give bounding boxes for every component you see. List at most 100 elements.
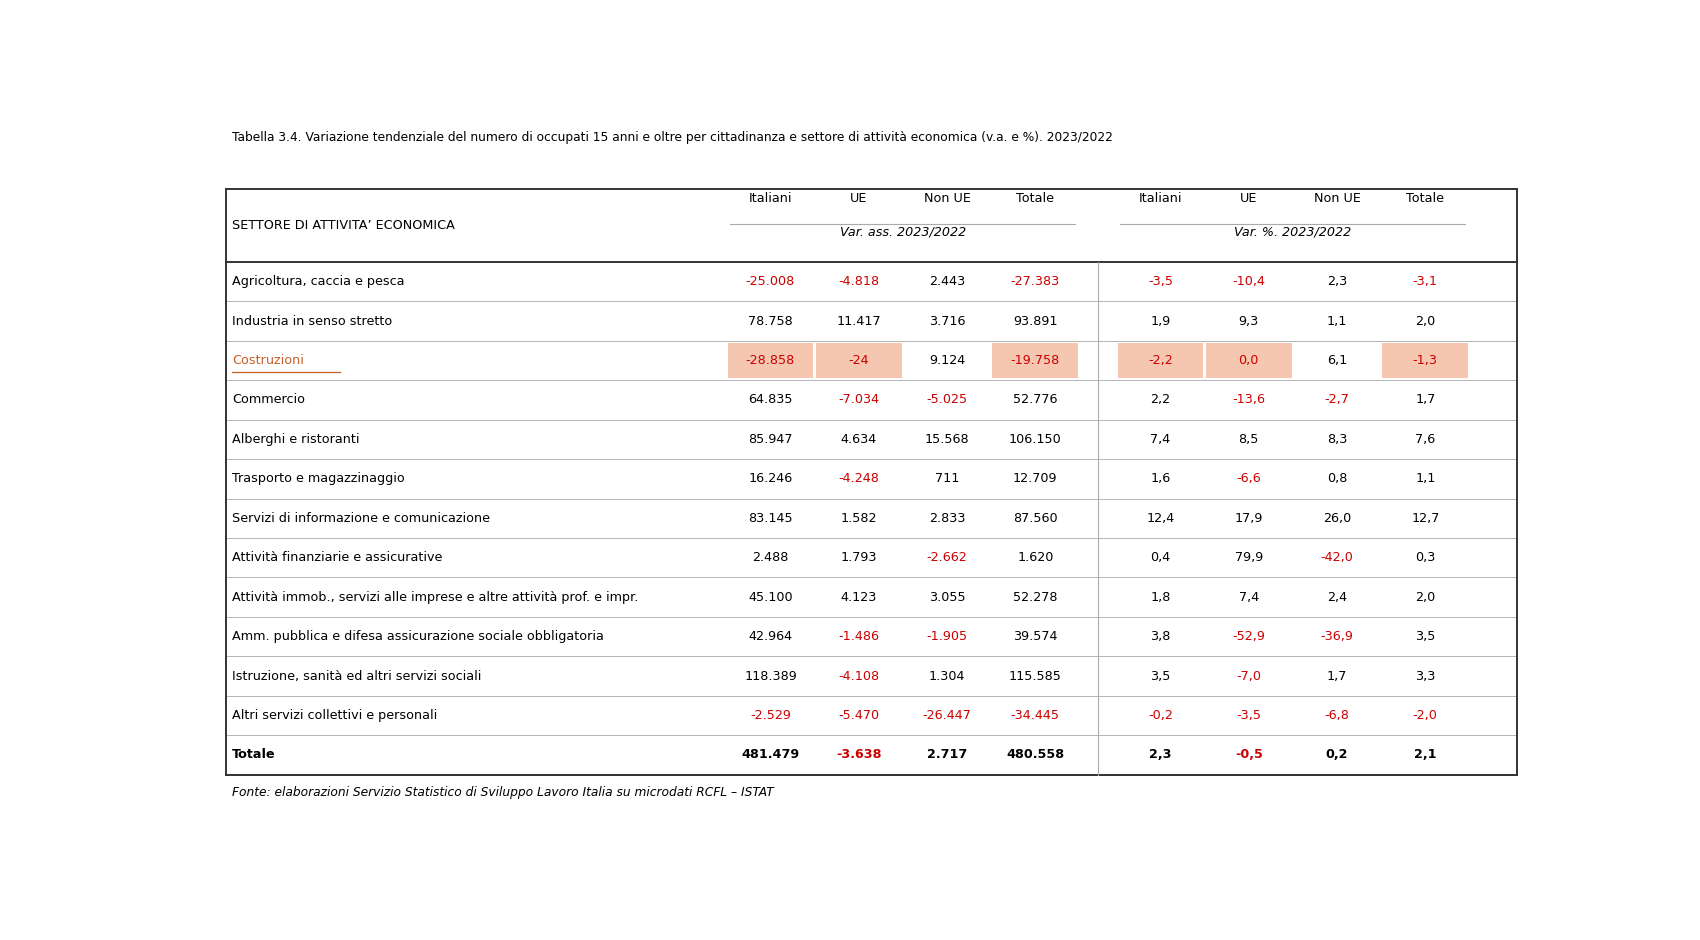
Text: 78.758: 78.758: [748, 315, 792, 327]
Text: 85.947: 85.947: [748, 433, 792, 446]
Text: 2,2: 2,2: [1151, 394, 1171, 406]
Text: -0,2: -0,2: [1148, 709, 1173, 722]
Text: Italiani: Italiani: [748, 193, 792, 206]
Text: 26,0: 26,0: [1323, 511, 1352, 525]
Text: -10,4: -10,4: [1232, 275, 1265, 289]
Text: -42,0: -42,0: [1321, 551, 1353, 564]
Text: -36,9: -36,9: [1321, 630, 1353, 643]
Text: 79,9: 79,9: [1234, 551, 1263, 564]
Text: -28.858: -28.858: [746, 354, 796, 367]
Text: -5.025: -5.025: [927, 394, 967, 406]
Text: 115.585: 115.585: [1008, 669, 1062, 682]
Text: 4.123: 4.123: [840, 590, 877, 603]
Text: -0,5: -0,5: [1234, 748, 1263, 761]
Text: 2,0: 2,0: [1414, 590, 1435, 603]
Text: Agricoltura, caccia e pesca: Agricoltura, caccia e pesca: [233, 275, 405, 289]
Text: 2.833: 2.833: [928, 511, 966, 525]
Text: Industria in senso stretto: Industria in senso stretto: [233, 315, 393, 327]
Text: 52.278: 52.278: [1013, 590, 1057, 603]
Text: -7.034: -7.034: [838, 394, 879, 406]
Text: Attività finanziarie e assicurative: Attività finanziarie e assicurative: [233, 551, 442, 564]
Text: UE: UE: [850, 193, 867, 206]
Text: 8,5: 8,5: [1239, 433, 1260, 446]
Text: -24: -24: [848, 354, 869, 367]
Text: -19.758: -19.758: [1012, 354, 1059, 367]
Text: 481.479: 481.479: [741, 748, 799, 761]
Bar: [816, 343, 901, 378]
Text: Amm. pubblica e difesa assicurazione sociale obbligatoria: Amm. pubblica e difesa assicurazione soc…: [233, 630, 604, 643]
Text: -4.108: -4.108: [838, 669, 879, 682]
Text: Istruzione, sanità ed altri servizi sociali: Istruzione, sanità ed altri servizi soci…: [233, 669, 481, 682]
Text: Altri servizi collettivi e personali: Altri servizi collettivi e personali: [233, 709, 437, 722]
Text: 93.891: 93.891: [1013, 315, 1057, 327]
Text: 1.620: 1.620: [1017, 551, 1054, 564]
Text: -5.470: -5.470: [838, 709, 879, 722]
Text: 12.709: 12.709: [1013, 473, 1057, 485]
Text: Non UE: Non UE: [923, 193, 971, 206]
Bar: [1205, 343, 1292, 378]
Text: -3,5: -3,5: [1148, 275, 1173, 289]
Text: 83.145: 83.145: [748, 511, 792, 525]
Text: 39.574: 39.574: [1013, 630, 1057, 643]
Text: 2,3: 2,3: [1149, 748, 1171, 761]
Text: 3,5: 3,5: [1414, 630, 1435, 643]
Text: Commercio: Commercio: [233, 394, 306, 406]
Text: Servizi di informazione e comunicazione: Servizi di informazione e comunicazione: [233, 511, 490, 525]
Text: 1,1: 1,1: [1326, 315, 1346, 327]
Text: 2.443: 2.443: [928, 275, 966, 289]
Text: 0,0: 0,0: [1239, 354, 1260, 367]
Text: 480.558: 480.558: [1006, 748, 1064, 761]
Text: 12,4: 12,4: [1146, 511, 1175, 525]
Text: 8,3: 8,3: [1326, 433, 1346, 446]
Bar: [993, 343, 1078, 378]
Text: 711: 711: [935, 473, 959, 485]
Text: 2,3: 2,3: [1328, 275, 1346, 289]
Text: 3,3: 3,3: [1414, 669, 1435, 682]
Text: -27.383: -27.383: [1012, 275, 1059, 289]
Text: Trasporto e magazzinaggio: Trasporto e magazzinaggio: [233, 473, 405, 485]
Text: 106.150: 106.150: [1008, 433, 1062, 446]
Text: -2,0: -2,0: [1413, 709, 1438, 722]
Text: 2,4: 2,4: [1328, 590, 1346, 603]
Text: 7,4: 7,4: [1151, 433, 1171, 446]
Text: 1.304: 1.304: [928, 669, 966, 682]
Text: 52.776: 52.776: [1013, 394, 1057, 406]
Text: 0,3: 0,3: [1414, 551, 1435, 564]
Text: SETTORE DI ATTIVITA’ ECONOMICA: SETTORE DI ATTIVITA’ ECONOMICA: [233, 219, 456, 232]
Bar: [728, 343, 813, 378]
Text: -6,8: -6,8: [1324, 709, 1350, 722]
Text: -3.638: -3.638: [836, 748, 882, 761]
Text: 7,6: 7,6: [1414, 433, 1435, 446]
Text: 2.488: 2.488: [753, 551, 789, 564]
Text: Fonte: elaborazioni Servizio Statistico di Sviluppo Lavoro Italia su microdati R: Fonte: elaborazioni Servizio Statistico …: [233, 786, 774, 799]
Text: -3,5: -3,5: [1236, 709, 1261, 722]
Text: 118.389: 118.389: [745, 669, 797, 682]
Text: Var. ass. 2023/2022: Var. ass. 2023/2022: [840, 226, 966, 239]
Bar: [1117, 343, 1204, 378]
Text: 7,4: 7,4: [1239, 590, 1258, 603]
Text: -1.905: -1.905: [927, 630, 967, 643]
Text: -13,6: -13,6: [1232, 394, 1265, 406]
Text: 15.568: 15.568: [925, 433, 969, 446]
Text: -2.662: -2.662: [927, 551, 967, 564]
Text: -25.008: -25.008: [746, 275, 796, 289]
Text: Costruzioni: Costruzioni: [233, 354, 304, 367]
Text: 87.560: 87.560: [1013, 511, 1057, 525]
Text: 3,5: 3,5: [1151, 669, 1171, 682]
Text: 1,7: 1,7: [1326, 669, 1346, 682]
Text: -1.486: -1.486: [838, 630, 879, 643]
Text: UE: UE: [1239, 193, 1258, 206]
Text: 4.634: 4.634: [840, 433, 877, 446]
Text: -2,2: -2,2: [1148, 354, 1173, 367]
Text: 1,6: 1,6: [1151, 473, 1171, 485]
Text: -1,3: -1,3: [1413, 354, 1438, 367]
Text: 1,9: 1,9: [1151, 315, 1171, 327]
Text: Non UE: Non UE: [1314, 193, 1360, 206]
Text: 6,1: 6,1: [1328, 354, 1346, 367]
Text: Totale: Totale: [1017, 193, 1054, 206]
Text: 1.582: 1.582: [840, 511, 877, 525]
Text: Italiani: Italiani: [1139, 193, 1181, 206]
Text: Attività immob., servizi alle imprese e altre attività prof. e impr.: Attività immob., servizi alle imprese e …: [233, 590, 639, 603]
Text: -34.445: -34.445: [1012, 709, 1059, 722]
Text: -2.529: -2.529: [750, 709, 791, 722]
